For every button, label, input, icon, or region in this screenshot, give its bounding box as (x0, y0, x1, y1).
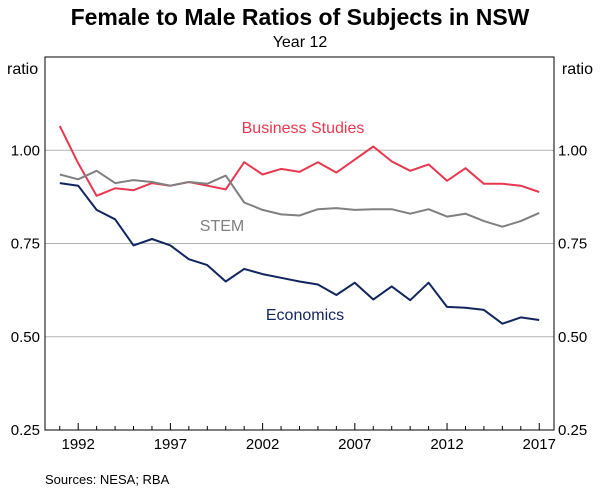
y-axis-label-right: ratio (562, 61, 593, 78)
y-tick-label-right: 1.00 (558, 142, 587, 159)
y-tick-label-right: 0.75 (558, 236, 587, 253)
axis-ticks: 0.25 0.25 0.50 0.50 0.75 0.75 1.00 1.00 1992 1997… (11, 142, 587, 453)
series-label-business-studies: Business Studies (242, 120, 365, 137)
x-tick-label: 2002 (246, 436, 279, 453)
x-tick-label: 2017 (523, 436, 556, 453)
x-tick-label: 1997 (154, 436, 187, 453)
y-tick-label-left: 0.25 (11, 422, 40, 439)
y-tick-label-left: 1.00 (11, 142, 40, 159)
y-tick-label-right: 0.50 (558, 329, 587, 346)
plot-frame (44, 56, 555, 431)
series-line-stem (59, 169, 540, 228)
series-line-economics (59, 182, 540, 325)
y-tick-label-left: 0.50 (11, 329, 40, 346)
chart-subtitle: Year 12 (273, 34, 328, 51)
series-label-stem: STEM (200, 218, 244, 235)
series-label-economics: Economics (266, 307, 344, 324)
series-lines (58, 125, 540, 325)
y-axis-label-left: ratio (7, 61, 38, 78)
x-tick-label: 1992 (62, 436, 95, 453)
gridlines (45, 149, 554, 338)
source-note: Sources: NESA; RBA (45, 472, 170, 487)
chart-title: Female to Male Ratios of Subjects in NSW (71, 4, 530, 30)
y-tick-label-right: 0.25 (558, 422, 587, 439)
y-tick-label-left: 0.75 (11, 236, 40, 253)
x-tick-label: 2012 (430, 436, 463, 453)
series-line-business-studies (58, 125, 540, 197)
x-tick-label: 2007 (338, 436, 371, 453)
